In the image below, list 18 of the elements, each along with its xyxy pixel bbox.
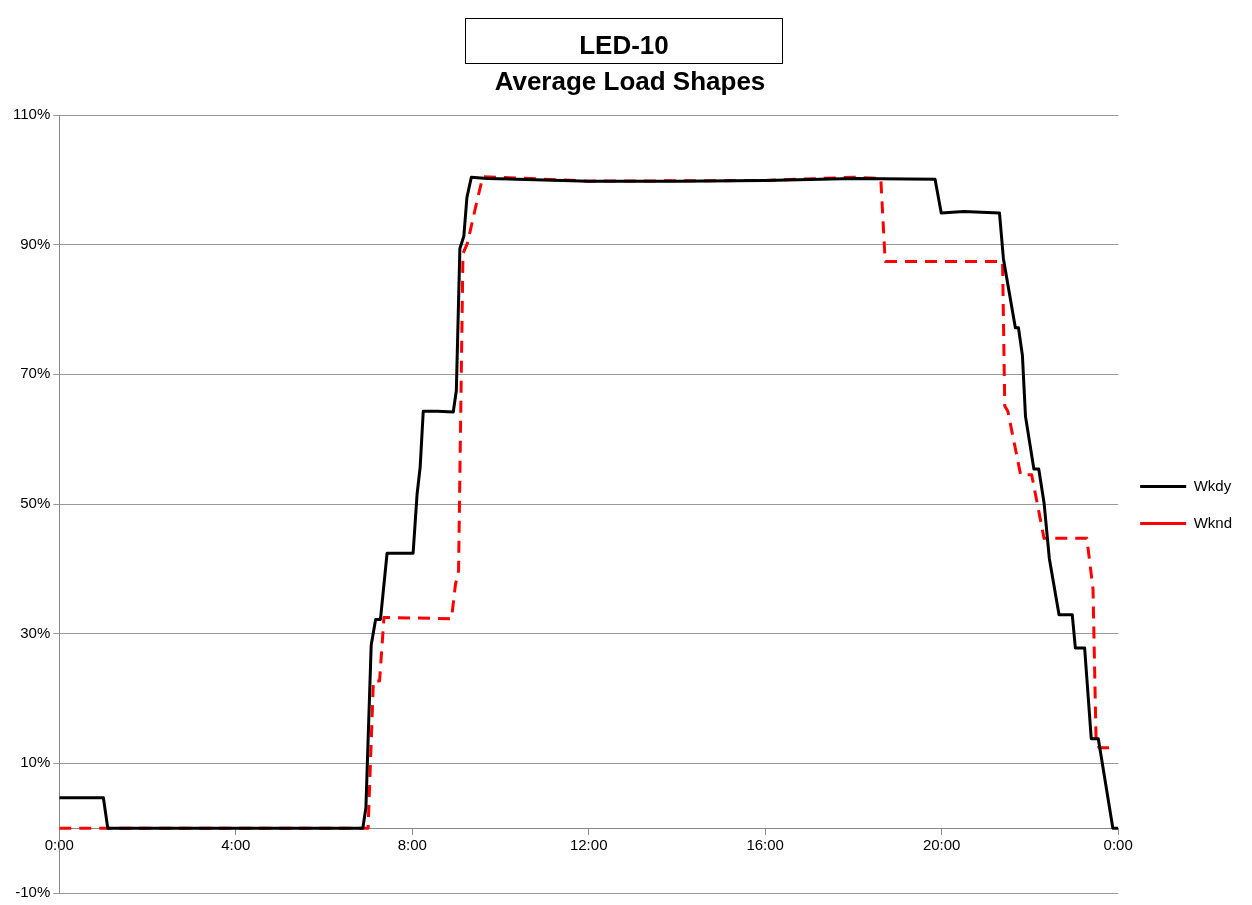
y-tick-label: 10% <box>20 753 51 771</box>
y-tick-label: -10% <box>15 883 51 901</box>
legend-label: Wknd <box>1193 513 1232 531</box>
x-tick-label: 16:00 <box>746 836 784 854</box>
y-tick-label: 90% <box>20 234 51 252</box>
y-tick-label: 50% <box>20 494 51 512</box>
x-tick-label: 20:00 <box>922 836 961 854</box>
x-tick-label: 8:00 <box>397 836 427 854</box>
y-tick-label: 110% <box>12 105 51 123</box>
x-tick-label: 12:00 <box>569 836 608 854</box>
x-tick-label: 4:00 <box>221 836 251 854</box>
chart-title: LED-10 <box>465 18 783 64</box>
legend-label: Wkdy <box>1193 476 1232 494</box>
x-tick-label: 0:00 <box>44 836 74 854</box>
y-tick-label: 70% <box>20 364 51 382</box>
chart-subtitle: Average Load Shapes <box>493 66 767 97</box>
y-tick-label: 30% <box>20 623 51 641</box>
x-tick-label: 0:00 <box>1103 836 1133 854</box>
